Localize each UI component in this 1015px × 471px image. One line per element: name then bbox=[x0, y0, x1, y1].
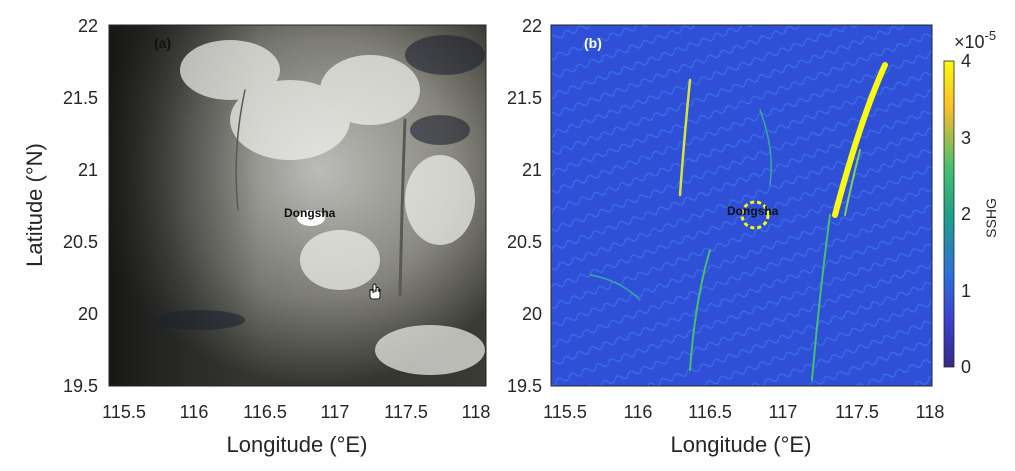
x-tick-116.5-b: 116.5 bbox=[688, 402, 732, 422]
x-tick-117-b: 117 bbox=[769, 402, 798, 422]
y-tick-21.5: 21.5 bbox=[63, 88, 98, 108]
cbar-tick-4: 4 bbox=[961, 51, 971, 71]
internal-wave-streaks bbox=[235, 89, 407, 297]
x-tick-118: 118 bbox=[462, 402, 491, 422]
x-tick-117: 117 bbox=[321, 402, 350, 422]
panel-a-x-ticks: 115.5 116 116.5 117 117.5 118 bbox=[102, 402, 490, 422]
y-tick-22: 22 bbox=[78, 16, 98, 36]
hand-cursor-icon bbox=[369, 283, 381, 300]
y-tick-22-b: 22 bbox=[522, 16, 542, 36]
dark-cloud-shadows bbox=[155, 35, 485, 330]
cbar-tick-3: 3 bbox=[961, 128, 971, 148]
y-tick-19.5: 19.5 bbox=[63, 376, 98, 396]
panel-b-tag: (b) bbox=[584, 35, 602, 51]
cloud-patches bbox=[180, 40, 485, 375]
x-tick-116: 116 bbox=[180, 402, 209, 422]
x-tick-118-b: 118 bbox=[916, 402, 945, 422]
y-tick-20-b: 20 bbox=[522, 304, 542, 324]
panel-b-x-ticks: 115.5 116 116.5 117 117.5 118 bbox=[543, 402, 944, 422]
panel-a-tag: (a) bbox=[154, 35, 171, 51]
colorbar: 4 3 2 1 0 ×10-5 SSHG bbox=[943, 28, 999, 377]
panel-b: (b) Dongsha 22 21.5 21 20.5 20 19.5 115.… bbox=[507, 16, 944, 457]
y-tick-20.5-b: 20.5 bbox=[507, 232, 542, 252]
panel-a: (a) Dongsha 22 21.5 21 20.5 20 19.5 115.… bbox=[22, 16, 490, 457]
colorbar-label: SSHG bbox=[983, 198, 999, 238]
y-axis-label: Latitude (°N) bbox=[22, 143, 47, 267]
cbar-tick-2: 2 bbox=[961, 204, 971, 224]
panel-b-y-ticks: 22 21.5 21 20.5 20 19.5 bbox=[507, 16, 542, 396]
x-axis-label-b: Longitude (°E) bbox=[671, 432, 812, 457]
y-tick-21.5-b: 21.5 bbox=[507, 88, 542, 108]
sshg-fronts bbox=[589, 62, 888, 381]
cbar-tick-1: 1 bbox=[961, 281, 971, 301]
x-tick-115.5-b: 115.5 bbox=[543, 402, 587, 422]
panel-a-y-ticks: 22 21.5 21 20.5 20 19.5 bbox=[63, 16, 98, 396]
colorbar-gradient bbox=[943, 60, 955, 368]
x-tick-117.5: 117.5 bbox=[384, 402, 428, 422]
x-tick-116.5: 116.5 bbox=[243, 402, 287, 422]
panel-a-frame bbox=[108, 24, 487, 387]
panel-b-frame bbox=[550, 24, 933, 387]
x-axis-label-a: Longitude (°E) bbox=[227, 432, 368, 457]
colorbar-ticks: 4 3 2 1 0 bbox=[961, 51, 971, 377]
y-tick-21: 21 bbox=[78, 160, 98, 180]
dongsha-label-a: Dongsha bbox=[284, 206, 336, 220]
sshg-texture bbox=[551, 25, 932, 386]
colorbar-exponent: ×10-5 bbox=[954, 28, 996, 52]
dongsha-atoll bbox=[297, 210, 325, 226]
y-tick-19.5-b: 19.5 bbox=[507, 376, 542, 396]
y-tick-21-b: 21 bbox=[522, 160, 542, 180]
dongsha-ring bbox=[740, 200, 770, 230]
y-tick-20: 20 bbox=[78, 304, 98, 324]
x-tick-116-b: 116 bbox=[624, 402, 653, 422]
x-tick-115.5: 115.5 bbox=[102, 402, 146, 422]
dongsha-label-b: Dongsha bbox=[727, 204, 779, 218]
x-tick-117.5-b: 117.5 bbox=[835, 402, 879, 422]
cbar-tick-0: 0 bbox=[961, 357, 971, 377]
y-tick-20.5: 20.5 bbox=[63, 232, 98, 252]
